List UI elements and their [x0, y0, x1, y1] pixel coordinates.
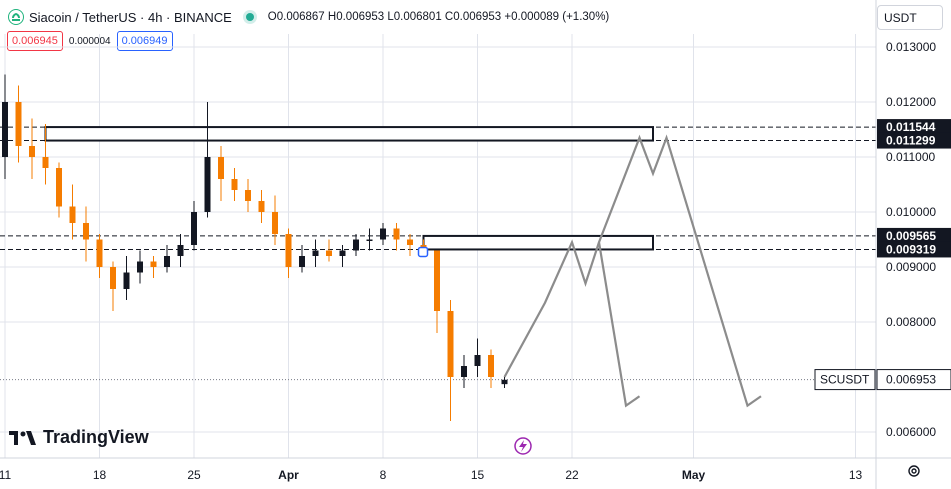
x-axis-tick-label: 18 [93, 468, 107, 482]
x-axis-tick-label: 25 [187, 468, 201, 482]
symbol-tag-bg [814, 369, 876, 391]
candle-body [137, 261, 143, 273]
resistance-zone [44, 126, 654, 142]
tradingview-logo-icon [9, 430, 36, 445]
price-tag-bg [877, 227, 951, 244]
price-tag-label: 0.011544 [886, 120, 936, 134]
price-tag-label: 0.011299 [886, 134, 936, 148]
bid-price-button[interactable]: 0.006945 [7, 31, 63, 51]
tradingview-wordmark: TradingView [43, 427, 149, 447]
candle-body [245, 190, 251, 201]
candle-body [150, 261, 157, 267]
y-axis-tick-label: 0.009000 [886, 260, 936, 274]
y-axis-tick-label: 0.012000 [886, 95, 936, 109]
candle-body [177, 245, 184, 256]
spread-value: 0.000004 [68, 35, 111, 47]
candle-body [56, 168, 62, 207]
candle-body [231, 179, 238, 190]
candle-body [447, 311, 454, 377]
candle-body [218, 157, 224, 179]
candle-body [272, 212, 278, 234]
candles-layer [2, 74, 508, 421]
candle-body [42, 157, 49, 168]
candle-body [434, 250, 440, 311]
tradingview-logo[interactable]: TradingView [9, 427, 149, 448]
x-axis-tick-label: 11 [0, 468, 12, 482]
candle-body [474, 355, 481, 366]
price-tag-label: 0.009565 [886, 229, 936, 243]
candle-body [339, 250, 346, 256]
candle-body [191, 212, 197, 245]
projection-line [503, 134, 762, 408]
x-axis-tick-label: 22 [565, 468, 579, 482]
symbol-tag-label: SCUSDT [820, 373, 870, 387]
candle-body [204, 157, 211, 212]
candle-body [96, 239, 103, 267]
projection-path [417, 134, 762, 455]
price-tag-bg [877, 241, 951, 258]
ohlc-readout: O0.006867 H0.006953 L0.006801 C0.006953 … [267, 11, 610, 23]
price-tag-bg [877, 132, 951, 149]
y-axis-tick-label: 0.011000 [886, 150, 935, 164]
candle-body [69, 206, 76, 223]
candle-body [366, 239, 373, 241]
candle-body [29, 146, 35, 157]
last-price-tag-bg [876, 369, 951, 391]
candle-body [110, 267, 116, 289]
price-tag-bg [877, 119, 951, 136]
candle-body [393, 228, 400, 240]
last-price-tag-label: 0.006953 [886, 373, 936, 387]
candle-body [312, 250, 319, 256]
candle-body [164, 256, 170, 267]
candle-body [123, 272, 130, 289]
zone-layer [0, 126, 876, 381]
candle-body [299, 256, 305, 267]
candle-body [353, 239, 359, 251]
lightning-bolt [519, 440, 527, 452]
candle-body [407, 239, 413, 245]
y-axis-tick-label: 0.006000 [886, 425, 936, 439]
candle-body [501, 379, 508, 385]
x-axis-tick-label: May [682, 468, 706, 482]
candle-body [15, 102, 22, 146]
x-axis-tick-label: 13 [849, 468, 863, 482]
support-zone [422, 234, 654, 251]
candle-body [488, 355, 494, 377]
y-axis-tick-label: 0.013000 [886, 40, 936, 54]
market-status-indicator[interactable] [245, 13, 254, 21]
lightning-icon[interactable] [514, 437, 532, 455]
candle-body [380, 228, 386, 240]
x-axis-tick-label: 15 [471, 468, 485, 482]
drawing-anchor-handle [417, 246, 429, 258]
chart-header: Siacoin / TetherUS · 4h · BINANCE O0.006… [0, 0, 876, 34]
symbol-title[interactable]: Siacoin / TetherUS · 4h · BINANCE [29, 9, 232, 25]
siacoin-logo-icon [8, 9, 24, 25]
price-tag-label: 0.009319 [886, 242, 936, 256]
bid-ask-panel: 0.006945 0.000004 0.006949 [7, 31, 173, 51]
candle-body [2, 102, 8, 157]
candle-body [83, 223, 89, 240]
y-axis-tick-label: 0.010000 [886, 205, 936, 219]
settings-icon[interactable] [905, 464, 923, 482]
projection-branch-line [597, 242, 641, 408]
candle-body [461, 366, 467, 377]
candle-body [258, 201, 265, 212]
ask-price-button[interactable]: 0.006949 [116, 31, 173, 51]
x-axis-tick-label: 8 [380, 468, 387, 482]
x-axis-tick-label: Apr [278, 468, 299, 482]
candle-body [285, 234, 292, 267]
currency-selector[interactable]: USDT [877, 5, 943, 30]
y-axis-tick-label: 0.008000 [886, 315, 936, 329]
candle-body [326, 250, 332, 256]
